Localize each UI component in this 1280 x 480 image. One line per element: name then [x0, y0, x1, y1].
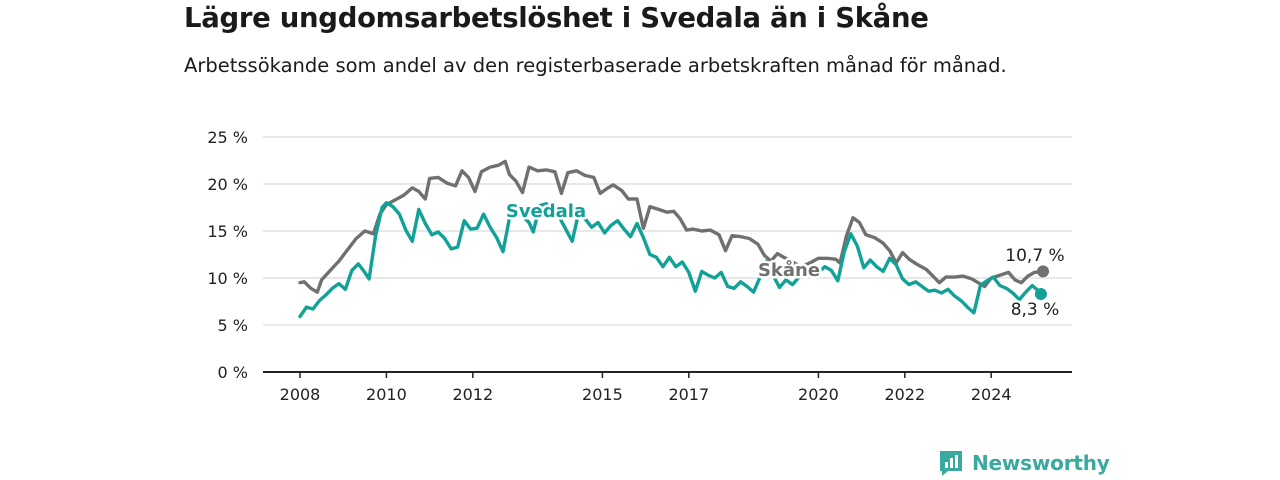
- series-lines: [298, 159, 1050, 319]
- series-line-svedala: [298, 201, 1043, 319]
- newsworthy-brand[interactable]: Newsworthy: [938, 449, 1110, 477]
- chart-subtitle: Arbetssökande som andel av den registerb…: [184, 54, 1007, 77]
- x-tick-label: 2024: [971, 385, 1012, 404]
- x-tick-label: 2015: [582, 385, 623, 404]
- y-axis: 0 % 5 % 10 % 15 % 20 % 25 %: [207, 128, 248, 382]
- series-end-point-svedala: [1034, 287, 1047, 300]
- series-end-point-skane: [1037, 265, 1050, 278]
- brand-name: Newsworthy: [972, 451, 1110, 475]
- series-labels: Svedala Skåne 10,7 % 8,3 %: [503, 199, 1067, 323]
- series-label-svedala: Svedala: [506, 201, 586, 222]
- y-tick-label: 0 %: [218, 363, 248, 382]
- y-tick-label: 10 %: [207, 269, 248, 288]
- x-tick-label: 2017: [668, 385, 709, 404]
- y-tick-label: 20 %: [207, 175, 248, 194]
- x-tick-label: 2008: [280, 385, 321, 404]
- x-tick-label: 2022: [884, 385, 925, 404]
- y-tick-label: 5 %: [218, 316, 248, 335]
- chart-title: Lägre ungdomsarbetslöshet i Svedala än i…: [184, 2, 929, 34]
- x-tick-label: 2012: [452, 385, 493, 404]
- series-label-skane: Skåne: [758, 259, 820, 281]
- x-tick-label: 2010: [366, 385, 407, 404]
- grid-lines: [263, 136, 1072, 326]
- series-line-skane: [298, 159, 1045, 294]
- newsworthy-logo-icon: [940, 451, 962, 476]
- y-tick-label: 15 %: [207, 222, 248, 241]
- end-value-label-svedala: 8,3 %: [1011, 300, 1060, 320]
- y-tick-label: 25 %: [207, 128, 248, 147]
- x-tick-label: 2020: [798, 385, 839, 404]
- x-axis: 2008 2010 2012 2015 2017 2020 2022 2024: [263, 371, 1072, 404]
- end-value-label-skane: 10,7 %: [1005, 246, 1064, 266]
